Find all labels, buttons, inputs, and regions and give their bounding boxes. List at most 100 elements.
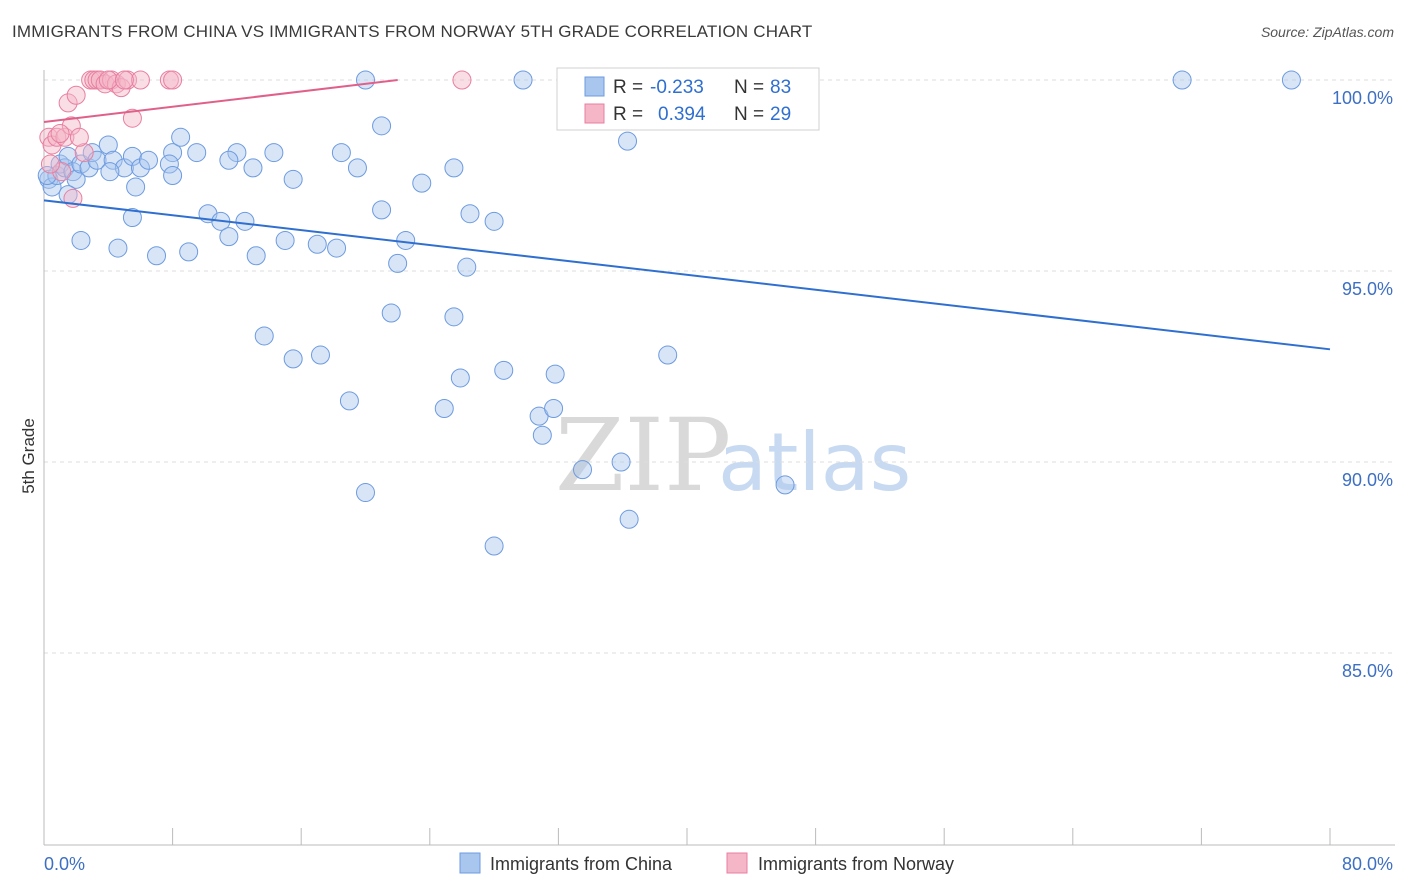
- point-china-40: [396, 230, 416, 250]
- point-china-19: [171, 127, 191, 147]
- point-china-50: [381, 303, 401, 323]
- point-china-16: [130, 158, 150, 178]
- axes: [43, 70, 1395, 846]
- point-china-46: [388, 253, 408, 273]
- point-china-13: [103, 150, 123, 170]
- legend-r-label-china: R =: [613, 77, 643, 98]
- y-tick-label-3: 85.0%: [1342, 661, 1393, 681]
- legend-r-value-norway: 0.394: [658, 104, 706, 125]
- point-china-42: [147, 246, 167, 266]
- point-china-31: [126, 177, 146, 197]
- point-china-45: [246, 246, 266, 266]
- point-norway-26: [98, 70, 118, 90]
- point-china-9: [79, 158, 99, 178]
- y-axis-label: 5th Grade: [19, 418, 38, 494]
- trend-lines: [43, 79, 1331, 351]
- trend-line-norway: [43, 79, 398, 124]
- point-china-69: [775, 475, 795, 495]
- point-china-41: [108, 238, 128, 258]
- series-norway-points: [39, 70, 472, 208]
- point-china-43: [179, 242, 199, 262]
- point-china-37: [307, 234, 327, 254]
- point-china-53: [310, 345, 330, 365]
- point-china-82: [100, 162, 120, 182]
- point-china-44: [219, 227, 239, 247]
- point-norway-2: [47, 127, 67, 147]
- bottom-legend-label-china: Immigrants from China: [490, 854, 673, 874]
- point-china-26: [372, 116, 392, 136]
- chart-title: IMMIGRANTS FROM CHINA VS IMMIGRANTS FROM…: [12, 22, 813, 41]
- point-china-67: [619, 509, 639, 529]
- point-china-52: [283, 349, 303, 369]
- point-china-23: [283, 169, 303, 189]
- watermark: ZIP atlas: [555, 397, 911, 514]
- point-china-30: [484, 211, 504, 231]
- point-china-75: [1172, 70, 1192, 90]
- y-tick-label-2: 90.0%: [1342, 470, 1393, 490]
- point-china-15: [122, 146, 142, 166]
- point-norway-22: [452, 70, 472, 90]
- point-china-56: [494, 360, 514, 380]
- point-china-54: [444, 307, 464, 327]
- point-china-81: [264, 143, 284, 163]
- point-china-76: [1281, 70, 1301, 90]
- point-china-20: [187, 143, 207, 163]
- point-china-58: [658, 345, 678, 365]
- point-china-17: [138, 150, 158, 170]
- point-norway-19: [130, 70, 150, 90]
- bottom-legend-label-norway: Immigrants from Norway: [758, 854, 954, 874]
- point-china-65: [611, 452, 631, 472]
- point-china-47: [457, 257, 477, 277]
- point-china-55: [450, 368, 470, 388]
- point-china-29: [460, 204, 480, 224]
- point-norway-3: [52, 162, 72, 182]
- point-china-24: [331, 143, 351, 163]
- point-china-35: [235, 211, 255, 231]
- source-credit: Source: ZipAtlas.com: [1260, 24, 1394, 40]
- point-norway-18: [122, 108, 142, 128]
- point-china-49: [71, 230, 91, 250]
- point-china-12: [98, 135, 118, 155]
- legend-r-label-norway: R =: [613, 104, 643, 125]
- point-china-14: [114, 158, 134, 178]
- point-china-74: [618, 131, 638, 151]
- point-norway-25: [69, 127, 89, 147]
- point-china-22: [243, 158, 263, 178]
- x-tick-labels: 0.0% 80.0%: [44, 854, 1393, 874]
- point-china-71: [513, 70, 533, 90]
- point-china-70: [356, 70, 375, 90]
- point-china-27: [412, 173, 432, 193]
- point-china-57: [545, 364, 565, 384]
- point-china-80: [219, 150, 239, 170]
- point-china-28: [444, 158, 464, 178]
- point-china-68: [484, 536, 504, 556]
- point-norway-0: [39, 127, 59, 147]
- stats-legend: R = -0.233 N = 83 R = 0.394 N = 29: [556, 67, 820, 131]
- point-norway-23: [40, 154, 60, 174]
- bottom-legend: Immigrants from China Immigrants from No…: [459, 852, 954, 874]
- point-china-62: [544, 399, 564, 419]
- point-china-51: [254, 326, 274, 346]
- bottom-legend-swatch-china: [459, 852, 481, 874]
- point-china-18: [163, 143, 183, 163]
- point-norway-27: [114, 70, 134, 90]
- point-china-1: [42, 177, 62, 197]
- point-norway-21: [163, 70, 183, 90]
- point-norway-7: [66, 85, 86, 105]
- watermark-zip: ZIP: [555, 397, 731, 514]
- trend-line-china: [43, 199, 1331, 351]
- point-china-48: [122, 208, 142, 228]
- point-china-36: [275, 230, 295, 250]
- y-tick-labels: 100.0% 95.0% 90.0% 85.0%: [1332, 88, 1393, 681]
- point-china-77: [37, 166, 57, 185]
- point-china-39: [372, 200, 392, 220]
- point-china-60: [434, 399, 454, 419]
- y-tick-label-0: 100.0%: [1332, 88, 1393, 108]
- point-norway-5: [58, 93, 78, 113]
- legend-swatch-norway: [584, 103, 605, 124]
- bottom-legend-swatch-norway: [726, 852, 748, 874]
- legend-swatch-china: [584, 76, 605, 97]
- x-tick-label-1: 80.0%: [1342, 854, 1393, 874]
- point-china-38: [327, 238, 347, 258]
